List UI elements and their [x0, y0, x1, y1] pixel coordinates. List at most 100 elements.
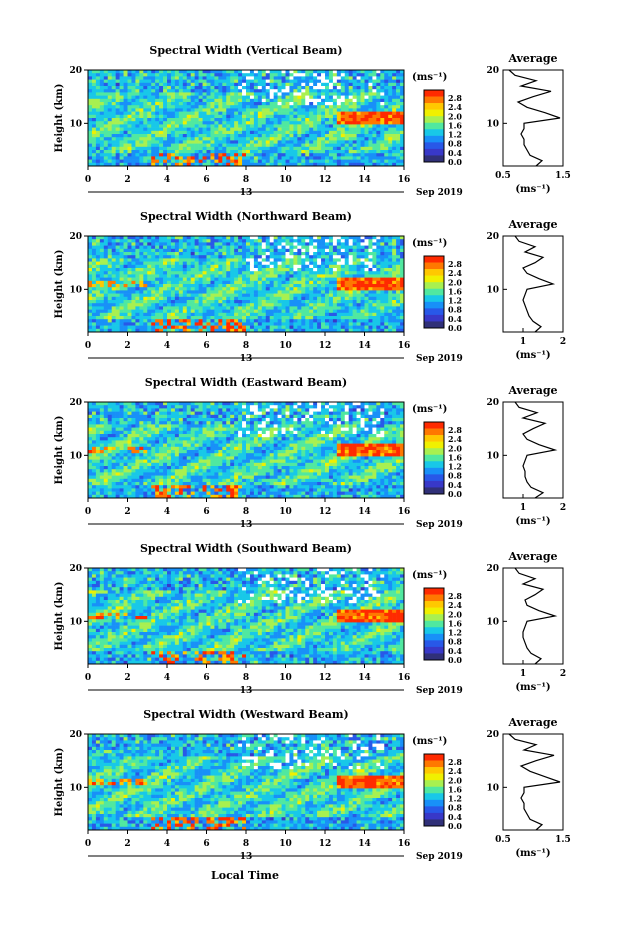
heatmap-cell — [242, 290, 247, 294]
heatmap-cell — [321, 328, 326, 333]
heatmap-cell — [273, 306, 278, 310]
heatmap-cell — [198, 264, 203, 269]
heatmap-cell — [364, 300, 369, 304]
heatmap-cell — [277, 242, 282, 246]
heatmap-cell — [269, 108, 274, 112]
heatmap-cell — [151, 102, 156, 106]
heatmap-cell — [261, 89, 267, 93]
heatmap-cell — [253, 143, 259, 148]
heatmap-cell — [265, 325, 270, 330]
heatmap-cell — [139, 150, 144, 154]
heatmap-cell — [107, 82, 112, 87]
heatmap-cell — [206, 242, 211, 246]
heatmap-cell — [396, 319, 401, 323]
heatmap-cell — [194, 255, 199, 259]
heatmap-cell — [238, 134, 243, 138]
heatmap-cell — [119, 146, 124, 151]
heatmap-cell — [88, 108, 93, 112]
heatmap-cell — [127, 264, 132, 269]
heatmap-cell — [269, 124, 274, 128]
heatmap-cell — [336, 108, 342, 112]
heatmap-cell — [238, 124, 243, 128]
heatmap-cell — [107, 312, 112, 317]
heatmap-cell — [91, 114, 97, 119]
heatmap-cell — [147, 124, 152, 128]
heatmap-cell — [297, 89, 302, 93]
heatmap-cell — [309, 127, 314, 132]
heatmap-cell — [281, 316, 286, 320]
heatmap-cell — [139, 108, 144, 112]
heatmap-cell — [194, 258, 199, 262]
heatmap-cell — [269, 300, 274, 304]
heatmap-cell — [88, 328, 93, 333]
heatmap-cell — [127, 261, 132, 266]
heatmap-cell — [230, 121, 235, 125]
heatmap-cell — [348, 274, 353, 278]
heatmap-cell — [178, 70, 184, 74]
heatmap-cell — [238, 153, 243, 157]
heatmap-cell — [392, 121, 397, 125]
heatmap-cell — [167, 95, 172, 100]
heatmap-cell — [178, 108, 184, 112]
heatmap-cell — [119, 236, 124, 240]
heatmap-cell — [309, 277, 314, 282]
heatmap-cell — [328, 316, 334, 320]
heatmap-cell — [88, 248, 93, 253]
heatmap-cell — [328, 118, 334, 122]
heatmap-cell — [135, 303, 140, 307]
heatmap-cell — [305, 268, 310, 272]
heatmap-cell — [91, 325, 97, 330]
heatmap-cell — [202, 102, 207, 106]
heatmap-cell — [103, 248, 109, 253]
heatmap-cell — [321, 319, 326, 323]
heatmap-cell — [356, 236, 361, 240]
heatmap-cell — [194, 140, 199, 144]
heatmap-cell — [328, 89, 334, 93]
heatmap-cell — [317, 284, 322, 288]
heatmap-cell — [249, 319, 255, 323]
heatmap-cell — [332, 127, 338, 132]
heatmap-cell — [123, 287, 128, 291]
heatmap-cell — [88, 92, 93, 96]
heatmap-cell — [115, 124, 120, 128]
heatmap-cell — [325, 306, 330, 310]
heatmap-cell — [253, 306, 259, 310]
heatmap-cell — [344, 252, 349, 256]
heatmap-cell — [265, 92, 270, 96]
heatmap-cell — [372, 319, 377, 323]
heatmap-cell — [388, 156, 393, 160]
heatmap-cell — [174, 280, 180, 285]
heatmap-cell — [328, 277, 334, 282]
heatmap-cell — [143, 162, 148, 167]
heatmap-cell — [111, 159, 116, 164]
heatmap-cell — [321, 153, 326, 157]
heatmap-cell — [174, 264, 180, 269]
heatmap-cell — [214, 309, 219, 314]
heatmap-cell — [277, 127, 282, 132]
heatmap-cell — [392, 92, 397, 96]
heatmap-cell — [289, 280, 294, 285]
heatmap-cell — [127, 140, 132, 144]
heatmap-cell — [257, 306, 263, 310]
heatmap-cell — [238, 328, 243, 333]
heatmap-cell — [293, 242, 298, 246]
heatmap-cell — [269, 268, 274, 272]
heatmap-cell — [376, 255, 381, 259]
heatmap-cell — [230, 114, 235, 119]
heatmap-cell — [246, 277, 251, 282]
heatmap-cell — [155, 274, 160, 278]
heatmap-cell — [198, 105, 203, 109]
heatmap-cell — [147, 284, 152, 288]
heatmap-cell — [321, 76, 326, 80]
heatmap-cell — [352, 108, 357, 112]
heatmap-cell — [392, 159, 397, 164]
heatmap-cell — [321, 268, 326, 272]
heatmap-cell — [372, 70, 377, 74]
heatmap-cell — [230, 150, 235, 154]
heatmap-cell — [380, 303, 385, 307]
heatmap-cell — [356, 102, 361, 106]
heatmap-cell — [352, 79, 357, 84]
heatmap-cell — [301, 70, 306, 74]
heatmap-cell — [328, 242, 334, 246]
heatmap-cell — [301, 300, 306, 304]
